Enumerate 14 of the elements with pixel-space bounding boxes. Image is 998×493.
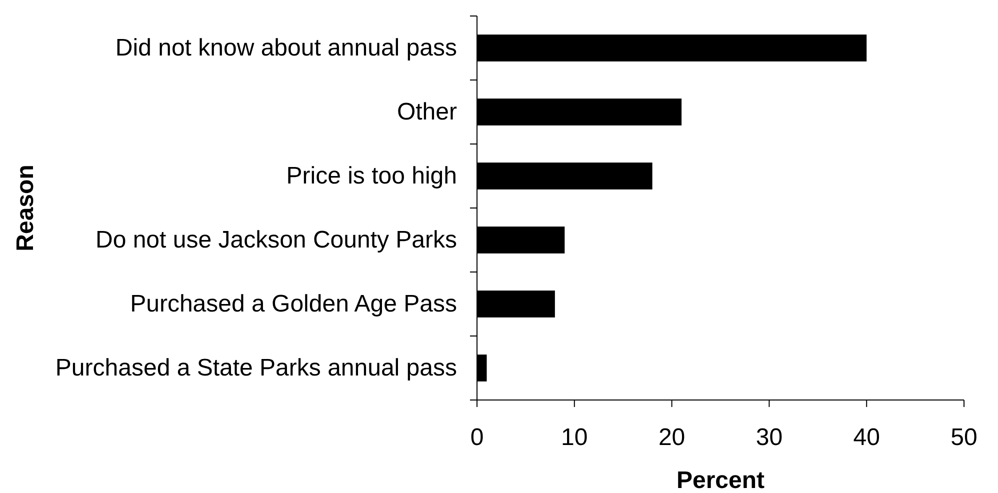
- y-tick-label: Did not know about annual pass: [115, 34, 457, 62]
- y-tick-label: Do not use Jackson County Parks: [95, 226, 457, 254]
- x-axis-title: Percent: [676, 467, 765, 493]
- x-tick-label: 30: [756, 424, 783, 452]
- x-tick-label: 10: [561, 424, 588, 452]
- x-tick-label: 0: [470, 424, 484, 452]
- y-tick-label: Price is too high: [286, 162, 457, 190]
- y-axis-title: Reason: [12, 164, 39, 252]
- x-tick-label: 50: [950, 424, 978, 452]
- x-tick-label: 40: [853, 424, 880, 452]
- y-tick-label: Other: [396, 98, 457, 126]
- y-tick-label: Purchased a State Parks annual pass: [55, 354, 457, 382]
- y-tick-label: Purchased a Golden Age Pass: [130, 290, 457, 318]
- x-tick-label: 20: [658, 424, 686, 452]
